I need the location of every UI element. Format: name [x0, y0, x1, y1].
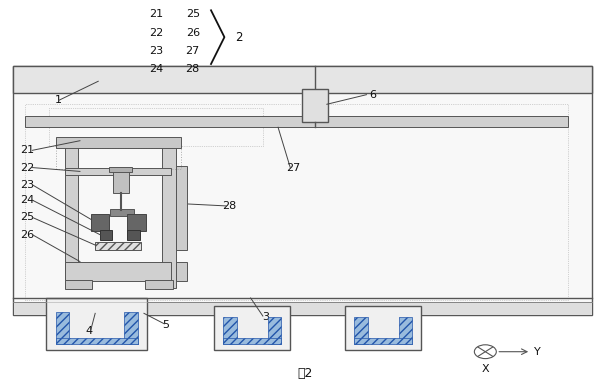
FancyBboxPatch shape	[302, 89, 328, 122]
FancyBboxPatch shape	[46, 298, 147, 350]
FancyBboxPatch shape	[95, 242, 141, 250]
FancyBboxPatch shape	[125, 312, 138, 344]
Text: 25: 25	[186, 9, 200, 19]
FancyBboxPatch shape	[345, 306, 422, 350]
Text: 28: 28	[222, 201, 236, 211]
Text: 28: 28	[186, 64, 200, 74]
Text: Y: Y	[534, 347, 541, 357]
Text: 4: 4	[86, 326, 93, 336]
FancyBboxPatch shape	[13, 66, 592, 315]
Text: 26: 26	[20, 230, 35, 240]
Text: 2: 2	[235, 31, 243, 44]
FancyBboxPatch shape	[65, 168, 172, 175]
Text: 27: 27	[186, 46, 200, 56]
FancyBboxPatch shape	[163, 146, 175, 288]
FancyBboxPatch shape	[176, 166, 187, 250]
FancyBboxPatch shape	[128, 214, 146, 231]
Text: 24: 24	[20, 195, 35, 205]
FancyBboxPatch shape	[56, 338, 138, 344]
Text: 23: 23	[20, 180, 35, 190]
FancyBboxPatch shape	[13, 302, 592, 315]
FancyBboxPatch shape	[65, 262, 172, 281]
FancyBboxPatch shape	[354, 317, 368, 344]
FancyBboxPatch shape	[13, 66, 592, 93]
Text: 22: 22	[20, 162, 35, 172]
FancyBboxPatch shape	[354, 338, 412, 344]
FancyBboxPatch shape	[128, 230, 140, 241]
Text: X: X	[481, 364, 489, 374]
Text: 24: 24	[149, 64, 163, 74]
FancyBboxPatch shape	[114, 171, 129, 192]
FancyBboxPatch shape	[25, 116, 568, 127]
Text: 5: 5	[162, 320, 169, 330]
FancyBboxPatch shape	[223, 338, 281, 344]
Text: 21: 21	[20, 145, 35, 155]
FancyBboxPatch shape	[268, 317, 281, 344]
Text: 26: 26	[186, 28, 200, 37]
Text: 1: 1	[55, 95, 62, 105]
FancyBboxPatch shape	[399, 317, 412, 344]
FancyBboxPatch shape	[65, 280, 92, 289]
Text: 图2: 图2	[298, 367, 313, 380]
FancyBboxPatch shape	[91, 214, 109, 231]
FancyBboxPatch shape	[214, 306, 290, 350]
Text: 23: 23	[149, 46, 163, 56]
FancyBboxPatch shape	[109, 167, 133, 172]
Text: 3: 3	[262, 312, 269, 322]
FancyBboxPatch shape	[65, 146, 78, 288]
FancyBboxPatch shape	[56, 137, 180, 148]
FancyBboxPatch shape	[56, 312, 69, 344]
FancyBboxPatch shape	[145, 280, 172, 289]
Text: 21: 21	[149, 9, 163, 19]
Text: 22: 22	[149, 28, 163, 37]
FancyBboxPatch shape	[223, 317, 236, 344]
Text: 25: 25	[20, 213, 35, 223]
FancyBboxPatch shape	[176, 262, 187, 281]
FancyBboxPatch shape	[111, 209, 134, 216]
FancyBboxPatch shape	[100, 230, 112, 241]
Text: 6: 6	[369, 90, 376, 100]
Text: 27: 27	[286, 162, 301, 172]
